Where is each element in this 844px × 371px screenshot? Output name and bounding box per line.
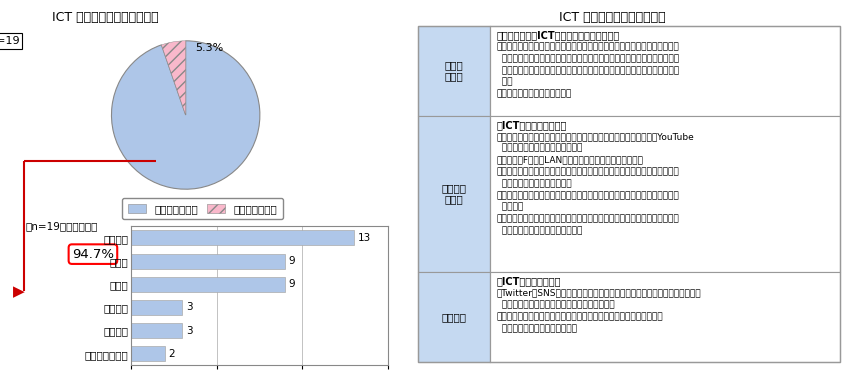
Text: ICT 活用状況・ニーズの変化: ICT 活用状況・ニーズの変化 (559, 11, 665, 24)
Text: 9: 9 (289, 256, 295, 266)
Text: 13: 13 (357, 233, 371, 243)
Bar (418, 26, 840, 362)
Bar (131, 253, 285, 269)
Bar (418, 272, 490, 362)
Text: 9: 9 (289, 279, 295, 289)
Text: ３か月～: ３か月～ (441, 312, 466, 322)
Bar (490, 115, 840, 272)
Bar (490, 272, 840, 362)
Text: 【ICT支援の拡大期】: 【ICT支援の拡大期】 (496, 277, 560, 287)
Bar (418, 115, 490, 272)
Text: 発災後
２週間: 発災後 ２週間 (444, 60, 463, 82)
Wedge shape (111, 41, 260, 189)
Bar (131, 300, 182, 315)
Text: 2: 2 (169, 349, 176, 359)
Wedge shape (161, 41, 186, 115)
Text: ICT 利用ニーズ（発災直後）: ICT 利用ニーズ（発災直後） (52, 11, 159, 24)
Text: ▶: ▶ (13, 284, 24, 299)
Text: ・避難所内のパソコンは４月以降に整備された。大半は子供たちがYouTube
  を見たりするのに使われていた。
・市役所１Fの無線LANが解放されており、役に立: ・避難所内のパソコンは４月以降に整備された。大半は子供たちがYouTube を見… (496, 132, 694, 235)
Legend: 利用ニーズあり, 利用ニーズなし: 利用ニーズあり, 利用ニーズなし (122, 198, 283, 219)
Bar (131, 323, 182, 338)
Bar (131, 277, 285, 292)
Text: ・携帯電話等が使えないことへの苛立ちが解消した。携帯電話が繋がるよう
  になってから、安否確認はメールになった。携帯電話が通じてから以降は
  要望は特にない: ・携帯電話等が使えないことへの苛立ちが解消した。携帯電話が繋がるよう になってか… (496, 42, 679, 98)
Text: （n=19、複数回答）: （n=19、複数回答） (25, 221, 98, 231)
Text: 3: 3 (186, 326, 192, 336)
Text: 94.7%: 94.7% (72, 247, 114, 261)
Text: 5.3%: 5.3% (196, 43, 224, 53)
Text: 【ICT支援の開始段階】: 【ICT支援の開始段階】 (496, 120, 566, 130)
Text: 3: 3 (186, 302, 192, 312)
Text: n=19: n=19 (0, 36, 19, 46)
Text: 【携帯電話などICTインフラの一部回復時】: 【携帯電話などICTインフラの一部回復時】 (496, 30, 619, 40)
Bar (131, 346, 165, 361)
Text: ・TwitterやSNSは下火になってきた。行政が発信する災害メールの認知が高
  まり、行政主体の情報ツールの活用が増えた。
・震災を機に、携帯電話からスマー: ・TwitterやSNSは下火になってきた。行政が発信する災害メールの認知が高 … (496, 289, 701, 333)
Bar (418, 26, 490, 115)
Bar (131, 230, 354, 246)
Bar (490, 26, 840, 115)
Text: １か月～
２か月: １か月～ ２か月 (441, 183, 466, 205)
